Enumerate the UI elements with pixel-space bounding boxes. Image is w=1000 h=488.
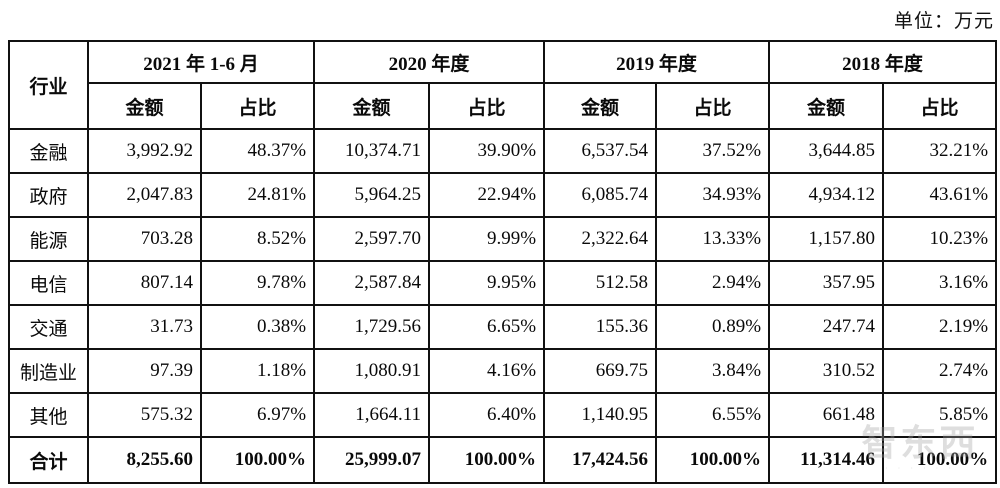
table-row-manufacturing: 制造业 97.39 1.18% 1,080.91 4.16% 669.75 3.…: [8, 348, 998, 394]
share-header: 占比: [882, 82, 998, 130]
amount-cell: 1,664.11: [313, 392, 431, 438]
industry-header-cell: 行业: [8, 40, 89, 130]
share-cell: 9.99%: [428, 216, 546, 262]
amount-header: 金额: [313, 82, 431, 130]
amount-cell: 807.14: [87, 260, 202, 306]
unit-label: 单位：万元: [893, 11, 994, 32]
amount-cell: 247.74: [768, 304, 885, 350]
share-cell: 39.90%: [428, 128, 546, 174]
amount-cell: 310.52: [768, 348, 885, 394]
table-row-finance: 金融 3,992.92 48.37% 10,374.71 39.90% 6,53…: [8, 128, 998, 174]
amount-cell: 3,644.85: [768, 128, 885, 174]
share-cell: 34.93%: [655, 172, 771, 218]
industry-cell: 能源: [8, 216, 89, 262]
share-cell: 6.65%: [428, 304, 546, 350]
amount-cell: 11,314.46: [768, 436, 885, 484]
amount-cell: 357.95: [768, 260, 885, 306]
share-cell: 10.23%: [882, 216, 998, 262]
share-cell: 100.00%: [882, 436, 998, 484]
amount-cell: 17,424.56: [543, 436, 658, 484]
share-cell: 13.33%: [655, 216, 771, 262]
share-cell: 2.94%: [655, 260, 771, 306]
amount-cell: 2,597.70: [313, 216, 431, 262]
share-cell: 9.78%: [199, 260, 316, 306]
share-cell: 2.74%: [882, 348, 998, 394]
share-cell: 6.55%: [655, 392, 771, 438]
header-period-row: 行业 2021 年 1-6 月 2020 年度 2019 年度 2018 年度: [8, 40, 998, 130]
amount-cell: 1,140.95: [543, 392, 658, 438]
amount-cell: 669.75: [543, 348, 658, 394]
share-cell: 3.84%: [655, 348, 771, 394]
amount-cell: 2,322.64: [543, 216, 658, 262]
amount-cell: 661.48: [768, 392, 885, 438]
share-cell: 8.52%: [199, 216, 316, 262]
table-row-energy: 能源 703.28 8.52% 2,597.70 9.99% 2,322.64 …: [8, 216, 998, 262]
industry-cell: 交通: [8, 304, 89, 350]
share-cell: 5.85%: [882, 392, 998, 438]
share-cell: 6.40%: [428, 392, 546, 438]
share-cell: 24.81%: [199, 172, 316, 218]
industry-cell: 金融: [8, 128, 89, 174]
share-cell: 2.19%: [882, 304, 998, 350]
amount-cell: 97.39: [87, 348, 202, 394]
period-header-2018: 2018 年度: [768, 40, 998, 84]
share-cell: 9.95%: [428, 260, 546, 306]
amount-header: 金额: [768, 82, 885, 130]
period-header-2019: 2019 年度: [543, 40, 771, 84]
share-cell: 3.16%: [882, 260, 998, 306]
share-cell: 0.89%: [655, 304, 771, 350]
amount-cell: 5,964.25: [313, 172, 431, 218]
amount-cell: 2,047.83: [87, 172, 202, 218]
amount-cell: 1,080.91: [313, 348, 431, 394]
share-cell: 100.00%: [655, 436, 771, 484]
amount-cell: 575.32: [87, 392, 202, 438]
period-header-2021: 2021 年 1-6 月: [86, 40, 316, 84]
share-cell: 6.97%: [199, 392, 316, 438]
amount-cell: 3,992.92: [87, 128, 202, 174]
amount-cell: 1,729.56: [313, 304, 431, 350]
share-cell: 22.94%: [428, 172, 546, 218]
table-row-total: 合计 8,255.60 100.00% 25,999.07 100.00% 17…: [8, 436, 998, 484]
amount-cell: 25,999.07: [313, 436, 431, 484]
industry-cell: 电信: [8, 260, 89, 306]
share-cell: 100.00%: [428, 436, 546, 484]
table-row-other: 其他 575.32 6.97% 1,664.11 6.40% 1,140.95 …: [8, 392, 998, 438]
industry-cell: 合计: [8, 436, 89, 484]
share-cell: 100.00%: [199, 436, 316, 484]
amount-cell: 8,255.60: [87, 436, 202, 484]
share-cell: 32.21%: [882, 128, 998, 174]
share-cell: 0.38%: [199, 304, 316, 350]
amount-cell: 4,934.12: [768, 172, 885, 218]
amount-cell: 31.73: [87, 304, 202, 350]
table-row-telecom: 电信 807.14 9.78% 2,587.84 9.95% 512.58 2.…: [8, 260, 998, 306]
industry-revenue-table: 行业 2021 年 1-6 月 2020 年度 2019 年度 2018 年度 …: [8, 40, 998, 484]
share-header: 占比: [655, 82, 771, 130]
industry-cell: 其他: [8, 392, 89, 438]
amount-cell: 6,537.54: [543, 128, 658, 174]
share-header: 占比: [428, 82, 546, 130]
amount-cell: 703.28: [87, 216, 202, 262]
share-cell: 1.18%: [199, 348, 316, 394]
amount-cell: 512.58: [543, 260, 658, 306]
amount-header: 金额: [87, 82, 202, 130]
amount-header: 金额: [543, 82, 658, 130]
share-cell: 37.52%: [655, 128, 771, 174]
table-row-transport: 交通 31.73 0.38% 1,729.56 6.65% 155.36 0.8…: [8, 304, 998, 350]
header-sub-row: 金额 占比 金额 占比 金额 占比 金额 占比: [9, 82, 998, 130]
share-cell: 43.61%: [882, 172, 998, 218]
amount-cell: 6,085.74: [543, 172, 658, 218]
period-header-2020: 2020 年度: [313, 40, 546, 84]
industry-cell: 制造业: [8, 348, 89, 394]
table-row-government: 政府 2,047.83 24.81% 5,964.25 22.94% 6,085…: [8, 172, 998, 218]
share-cell: 48.37%: [199, 128, 316, 174]
amount-cell: 1,157.80: [768, 216, 885, 262]
amount-cell: 155.36: [543, 304, 658, 350]
amount-cell: 2,587.84: [313, 260, 431, 306]
industry-cell: 政府: [8, 172, 89, 218]
amount-cell: 10,374.71: [313, 128, 431, 174]
share-cell: 4.16%: [428, 348, 546, 394]
share-header: 占比: [199, 82, 316, 130]
